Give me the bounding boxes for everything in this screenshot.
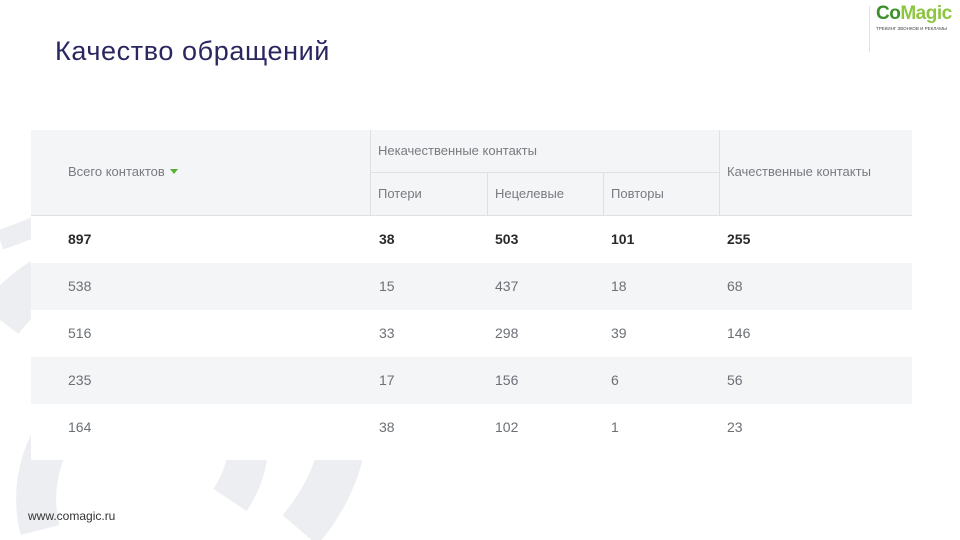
- cell-losses: 38: [379, 419, 395, 435]
- cell-losses: 17: [379, 372, 395, 388]
- header-divider: [487, 172, 488, 216]
- contacts-quality-table: Всего контактов Некачественные контакты …: [31, 130, 912, 460]
- header-losses[interactable]: Потери: [378, 186, 422, 201]
- table-row-total: 897 38 503 101 255: [31, 216, 912, 263]
- cell-repeats: 18: [611, 278, 627, 294]
- header-nontarget[interactable]: Нецелевые: [495, 186, 565, 201]
- cell-nontarget: 102: [495, 419, 519, 435]
- cell-repeats: 101: [611, 231, 635, 247]
- cell-losses: 38: [379, 231, 395, 247]
- footer-url: www.comagic.ru: [28, 509, 116, 523]
- comagic-logo: CoMagic ТРЕКИНГ ЗВОНКОВ И РЕКЛАМЫ: [876, 4, 960, 52]
- sort-desc-icon[interactable]: [169, 169, 178, 174]
- cell-nontarget: 503: [495, 231, 519, 247]
- table-row: 516 33 298 39 146: [31, 310, 912, 357]
- header-divider: [603, 172, 604, 216]
- cell-quality: 146: [727, 325, 751, 341]
- cell-quality: 68: [727, 278, 743, 294]
- cell-losses: 33: [379, 325, 395, 341]
- header-quality-contacts[interactable]: Качественные контакты: [727, 164, 871, 179]
- logo-tagline: ТРЕКИНГ ЗВОНКОВ И РЕКЛАМЫ: [876, 26, 947, 31]
- logo-wordmark: CoMagic: [876, 3, 952, 24]
- cell-total: 538: [68, 278, 92, 294]
- header-divider: [370, 130, 371, 216]
- cell-repeats: 6: [611, 372, 619, 388]
- cell-nontarget: 298: [495, 325, 519, 341]
- header-divider: [370, 172, 719, 173]
- cell-repeats: 1: [611, 419, 619, 435]
- cell-repeats: 39: [611, 325, 627, 341]
- cell-nontarget: 437: [495, 278, 519, 294]
- table-header: Всего контактов Некачественные контакты …: [31, 130, 912, 216]
- header-divider: [719, 130, 720, 216]
- header-bottom-border: [31, 215, 912, 216]
- header-repeats[interactable]: Повторы: [611, 186, 664, 201]
- slide-title: Качество обращений: [55, 36, 330, 66]
- header-total-contacts[interactable]: Всего контактов: [68, 164, 178, 179]
- table-row: 538 15 437 18 68: [31, 263, 912, 310]
- table-row: 235 17 156 6 56: [31, 357, 912, 404]
- cell-quality: 255: [727, 231, 751, 247]
- cell-total: 897: [68, 231, 92, 247]
- cell-quality: 23: [727, 419, 743, 435]
- cell-total: 516: [68, 325, 92, 341]
- table-row: 164 38 102 1 23: [31, 404, 912, 451]
- cell-total: 235: [68, 372, 92, 388]
- cell-nontarget: 156: [495, 372, 519, 388]
- cell-quality: 56: [727, 372, 743, 388]
- header-group-poor-contacts: Некачественные контакты: [378, 143, 537, 158]
- cell-losses: 15: [379, 278, 395, 294]
- cell-total: 164: [68, 419, 92, 435]
- logo-divider: [869, 6, 870, 52]
